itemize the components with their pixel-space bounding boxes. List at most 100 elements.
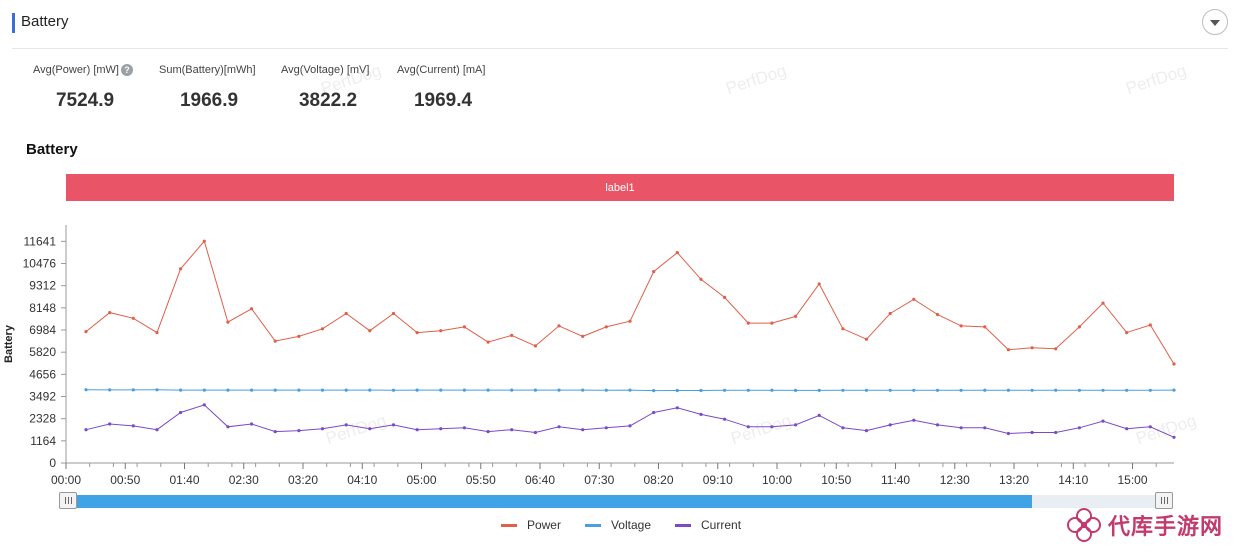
data-point-power <box>486 340 490 344</box>
data-point-current <box>959 426 963 430</box>
data-point-current <box>1148 425 1152 429</box>
x-tick-label: 12:30 <box>940 473 970 487</box>
data-point-current <box>912 418 916 422</box>
data-point-voltage <box>415 388 419 392</box>
data-point-current <box>746 425 750 429</box>
legend-swatch <box>584 523 601 527</box>
data-point-current <box>486 430 490 434</box>
flower-logo-icon <box>1067 508 1101 542</box>
data-point-current <box>581 428 585 432</box>
legend-item-current[interactable]: Current <box>675 518 741 532</box>
y-tick-label: 9312 <box>29 279 56 293</box>
data-point-power <box>415 331 419 335</box>
data-point-voltage <box>912 388 916 392</box>
data-point-current <box>983 426 987 430</box>
data-point-power <box>557 324 561 328</box>
data-point-current <box>297 429 301 433</box>
data-point-power <box>1101 301 1105 305</box>
data-point-voltage <box>368 388 372 392</box>
range-handle-right[interactable] <box>1155 492 1173 509</box>
range-slider-fill[interactable] <box>68 495 1033 508</box>
data-point-current <box>1077 426 1081 430</box>
data-point-voltage <box>1172 388 1176 392</box>
legend-item-voltage[interactable]: Voltage <box>584 518 651 532</box>
stat-avg-power: Avg(Power) [mW]? 7524.9 <box>33 64 137 112</box>
stat-label: Avg(Current) [mA] <box>397 64 486 76</box>
data-point-power <box>959 324 963 328</box>
data-point-voltage <box>462 388 466 392</box>
data-point-voltage <box>1006 388 1011 392</box>
chevron-down-icon <box>1210 20 1220 26</box>
data-point-current <box>510 428 514 432</box>
brand-watermark: 代库手游网 <box>1066 507 1223 543</box>
data-point-voltage <box>699 388 703 393</box>
data-point-voltage <box>391 388 396 392</box>
data-point-power <box>675 251 679 255</box>
data-point-power <box>935 312 940 317</box>
data-point-voltage <box>864 388 869 392</box>
stat-value: 7524.9 <box>55 90 115 111</box>
data-point-current <box>368 427 372 431</box>
data-point-voltage <box>250 388 254 392</box>
data-point-current <box>817 413 821 417</box>
data-point-voltage <box>888 388 892 392</box>
data-point-current <box>533 430 538 435</box>
section-title: Battery <box>21 13 69 30</box>
data-point-power <box>628 319 632 323</box>
data-point-power <box>108 311 112 315</box>
label-band[interactable]: label1 <box>66 174 1174 201</box>
data-point-current <box>155 428 159 432</box>
data-point-power <box>817 282 821 286</box>
y-tick-label: 4656 <box>29 367 56 381</box>
data-point-power <box>1054 347 1058 351</box>
data-point-power <box>1125 331 1129 335</box>
data-point-voltage <box>439 388 443 392</box>
data-point-current <box>1172 435 1176 439</box>
collapse-button[interactable] <box>1202 9 1228 35</box>
data-point-current <box>179 410 183 415</box>
data-point-power <box>1172 362 1176 366</box>
data-point-power <box>179 267 183 271</box>
data-point-voltage <box>273 388 277 392</box>
chart-legend: Power Voltage Current <box>0 518 1242 532</box>
stat-avg-current: Avg(Current) [mA] 1969.4 <box>397 64 489 112</box>
data-point-power <box>1030 346 1034 350</box>
legend-item-power[interactable]: Power <box>500 518 561 532</box>
range-slider[interactable] <box>59 492 1173 509</box>
data-point-power <box>226 320 230 324</box>
data-point-power <box>888 311 892 316</box>
data-point-power <box>439 329 443 333</box>
data-point-power <box>320 327 325 331</box>
x-tick-label: 00:50 <box>110 473 140 487</box>
data-point-voltage <box>675 388 679 393</box>
data-point-voltage <box>155 388 159 392</box>
data-point-power <box>604 325 608 329</box>
data-point-power <box>462 325 466 329</box>
data-point-current <box>1006 431 1011 436</box>
x-tick-label: 10:50 <box>821 473 851 487</box>
stat-value: 3822.2 <box>298 90 358 111</box>
x-tick-label: 11:40 <box>881 473 910 487</box>
help-icon[interactable]: ? <box>120 64 133 76</box>
data-point-voltage <box>652 389 656 393</box>
data-point-voltage <box>935 388 940 392</box>
data-point-current <box>794 423 798 427</box>
legend-swatch <box>675 523 692 527</box>
data-point-power <box>250 307 254 311</box>
data-point-power <box>1006 348 1011 352</box>
data-point-voltage <box>959 388 963 392</box>
data-point-current <box>462 426 466 430</box>
stat-sum-battery: Sum(Battery)[mWh] 1966.9 <box>159 64 259 112</box>
range-handle-left[interactable] <box>59 492 77 509</box>
data-point-voltage <box>202 388 206 392</box>
x-tick-label: 07:30 <box>584 473 614 487</box>
data-point-current <box>675 406 679 410</box>
data-point-power <box>770 321 774 325</box>
section-header: Battery <box>12 9 1228 49</box>
y-tick-label: 2328 <box>29 412 56 426</box>
title-accent-bar <box>12 13 15 33</box>
stat-value: 1969.4 <box>413 90 473 111</box>
data-point-power <box>391 311 396 316</box>
y-tick-label: 0 <box>49 456 56 470</box>
x-tick-label: 09:10 <box>703 473 733 487</box>
